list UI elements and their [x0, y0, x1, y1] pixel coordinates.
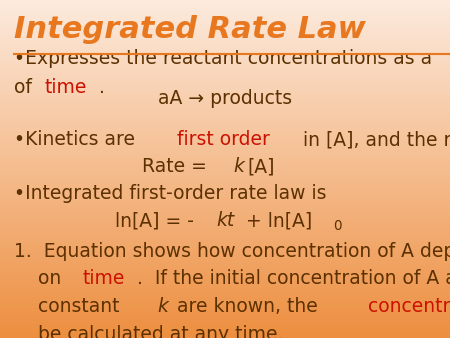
Text: k: k [233, 157, 244, 176]
Text: + ln[A]: + ln[A] [240, 211, 312, 230]
Text: [A]: [A] [247, 157, 275, 176]
Text: first order: first order [177, 130, 270, 149]
Text: be calculated at any time.: be calculated at any time. [14, 325, 283, 338]
Text: kt: kt [216, 211, 235, 230]
Text: concentration: concentration [369, 297, 450, 316]
Text: ln[A] = -: ln[A] = - [115, 211, 194, 230]
Text: Rate =: Rate = [142, 157, 212, 176]
Text: .: . [99, 78, 105, 97]
Text: k: k [158, 297, 168, 316]
Text: •Integrated first-order rate law is: •Integrated first-order rate law is [14, 184, 326, 203]
Text: are known, the: are known, the [171, 297, 324, 316]
Text: time: time [82, 269, 125, 288]
Text: of: of [14, 78, 37, 97]
Text: Integrated Rate Law: Integrated Rate Law [14, 15, 365, 44]
Text: aA → products: aA → products [158, 89, 292, 107]
Text: •Kinetics are: •Kinetics are [14, 130, 140, 149]
Text: in [A], and the rate law is: in [A], and the rate law is [297, 130, 450, 149]
Text: 0: 0 [333, 219, 342, 233]
Text: time: time [44, 78, 87, 97]
Text: constant: constant [14, 297, 125, 316]
Text: on: on [14, 269, 67, 288]
Text: .  If the initial concentration of A and the rate: . If the initial concentration of A and … [137, 269, 450, 288]
Text: 1.  Equation shows how concentration of A depends: 1. Equation shows how concentration of A… [14, 242, 450, 261]
Text: •Expresses the reactant concentrations as a: •Expresses the reactant concentrations a… [14, 49, 437, 68]
